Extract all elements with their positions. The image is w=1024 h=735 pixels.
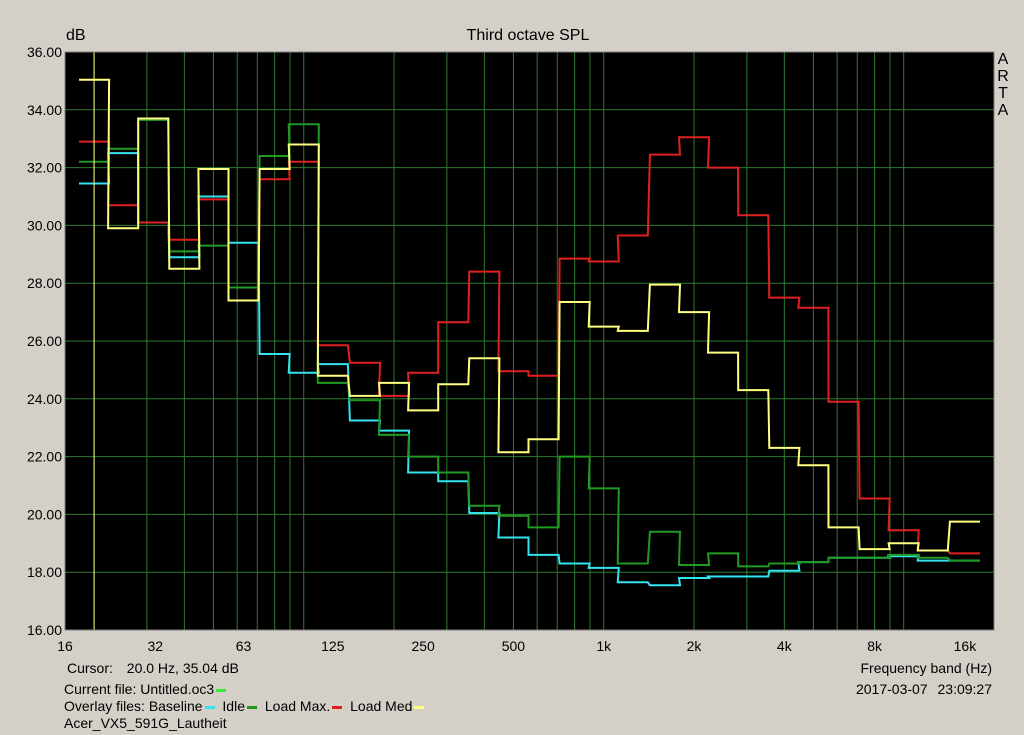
- timestamp: 2017-03-07 23:09:27: [856, 681, 992, 697]
- cursor-value: 20.0 Hz, 35.04 dB: [126, 660, 239, 676]
- x-tick-label: 250: [411, 638, 435, 654]
- overlay-swatch-load-max: [332, 705, 343, 709]
- y-tick-label: 18.00: [27, 564, 62, 580]
- y-unit-label: dB: [66, 27, 86, 44]
- y-tick-label: 34.00: [27, 102, 62, 118]
- x-tick-label: 1k: [596, 638, 612, 654]
- y-tick-label: 26.00: [27, 333, 62, 349]
- x-tick-label: 63: [236, 638, 252, 654]
- logo-letter: A: [997, 51, 1009, 68]
- y-tick-label: 28.00: [27, 275, 62, 291]
- current-file: Current file: Untitled.oc3: [64, 681, 230, 697]
- y-tick-label: 30.00: [27, 217, 62, 233]
- x-tick-label: 32: [148, 638, 164, 654]
- x-tick-label: 16k: [954, 638, 978, 654]
- y-tick-label: 16.00: [27, 622, 62, 638]
- current-file-swatch: [216, 688, 227, 692]
- logo-letter: T: [998, 85, 1008, 102]
- arta-logo: A R T A: [996, 51, 1010, 119]
- logo-letter: A: [997, 102, 1009, 119]
- file-name: Acer_VX5_591G_Lautheit: [64, 715, 227, 731]
- y-tick-label: 24.00: [27, 391, 62, 407]
- x-axis-label: Frequency band (Hz): [860, 660, 992, 676]
- overlay-swatch-load-med: [414, 705, 425, 709]
- y-tick-labels: 16.00 18.00 20.00 22.00 24.00 26.00 28.00 30.00…: [27, 44, 62, 638]
- overlay-label: Overlay files:: [64, 698, 145, 714]
- cursor-label: Cursor:: [67, 660, 113, 676]
- chart-title: Third octave SPL: [466, 27, 590, 44]
- cursor-readout: Cursor: 20.0 Hz, 35.04 dB: [67, 660, 239, 676]
- x-tick-label: 125: [321, 638, 345, 654]
- overlay-name-load-max: Load Max.: [264, 698, 331, 714]
- logo-letter: R: [997, 68, 1009, 85]
- y-tick-label: 36.00: [27, 44, 62, 60]
- current-file-label: Current file:: [64, 681, 137, 697]
- date: 2017-03-07: [855, 681, 928, 697]
- overlay-name-load-med: Load Med: [350, 698, 413, 714]
- y-tick-label: 32.00: [27, 160, 62, 176]
- series-layer: [79, 78, 980, 587]
- x-tick-label: 16: [57, 638, 73, 654]
- time: 23:09:27: [937, 681, 993, 697]
- overlay-swatch-idle: [246, 705, 257, 709]
- overlay-name-idle: Idle: [222, 698, 245, 714]
- x-tick-label: 2k: [687, 638, 703, 654]
- x-tick-label: 8k: [867, 638, 883, 654]
- current-file-name: Untitled.oc3: [140, 681, 215, 697]
- x-tick-labels: 16 32 63 125 250 500 1k 2k 4k 8k 16k: [57, 638, 977, 654]
- overlay-name-baseline: Baseline: [148, 698, 203, 714]
- series-load-med: [79, 78, 980, 552]
- y-tick-label: 22.00: [27, 449, 62, 465]
- overlay-files: Overlay files: Baseline Idle Load Max. L…: [64, 698, 428, 714]
- plot-frame: [64, 51, 995, 631]
- y-tick-label: 20.00: [27, 506, 62, 522]
- x-tick-label: 4k: [777, 638, 793, 654]
- x-tick-label: 500: [502, 638, 526, 654]
- overlay-swatch-baseline: [204, 705, 215, 709]
